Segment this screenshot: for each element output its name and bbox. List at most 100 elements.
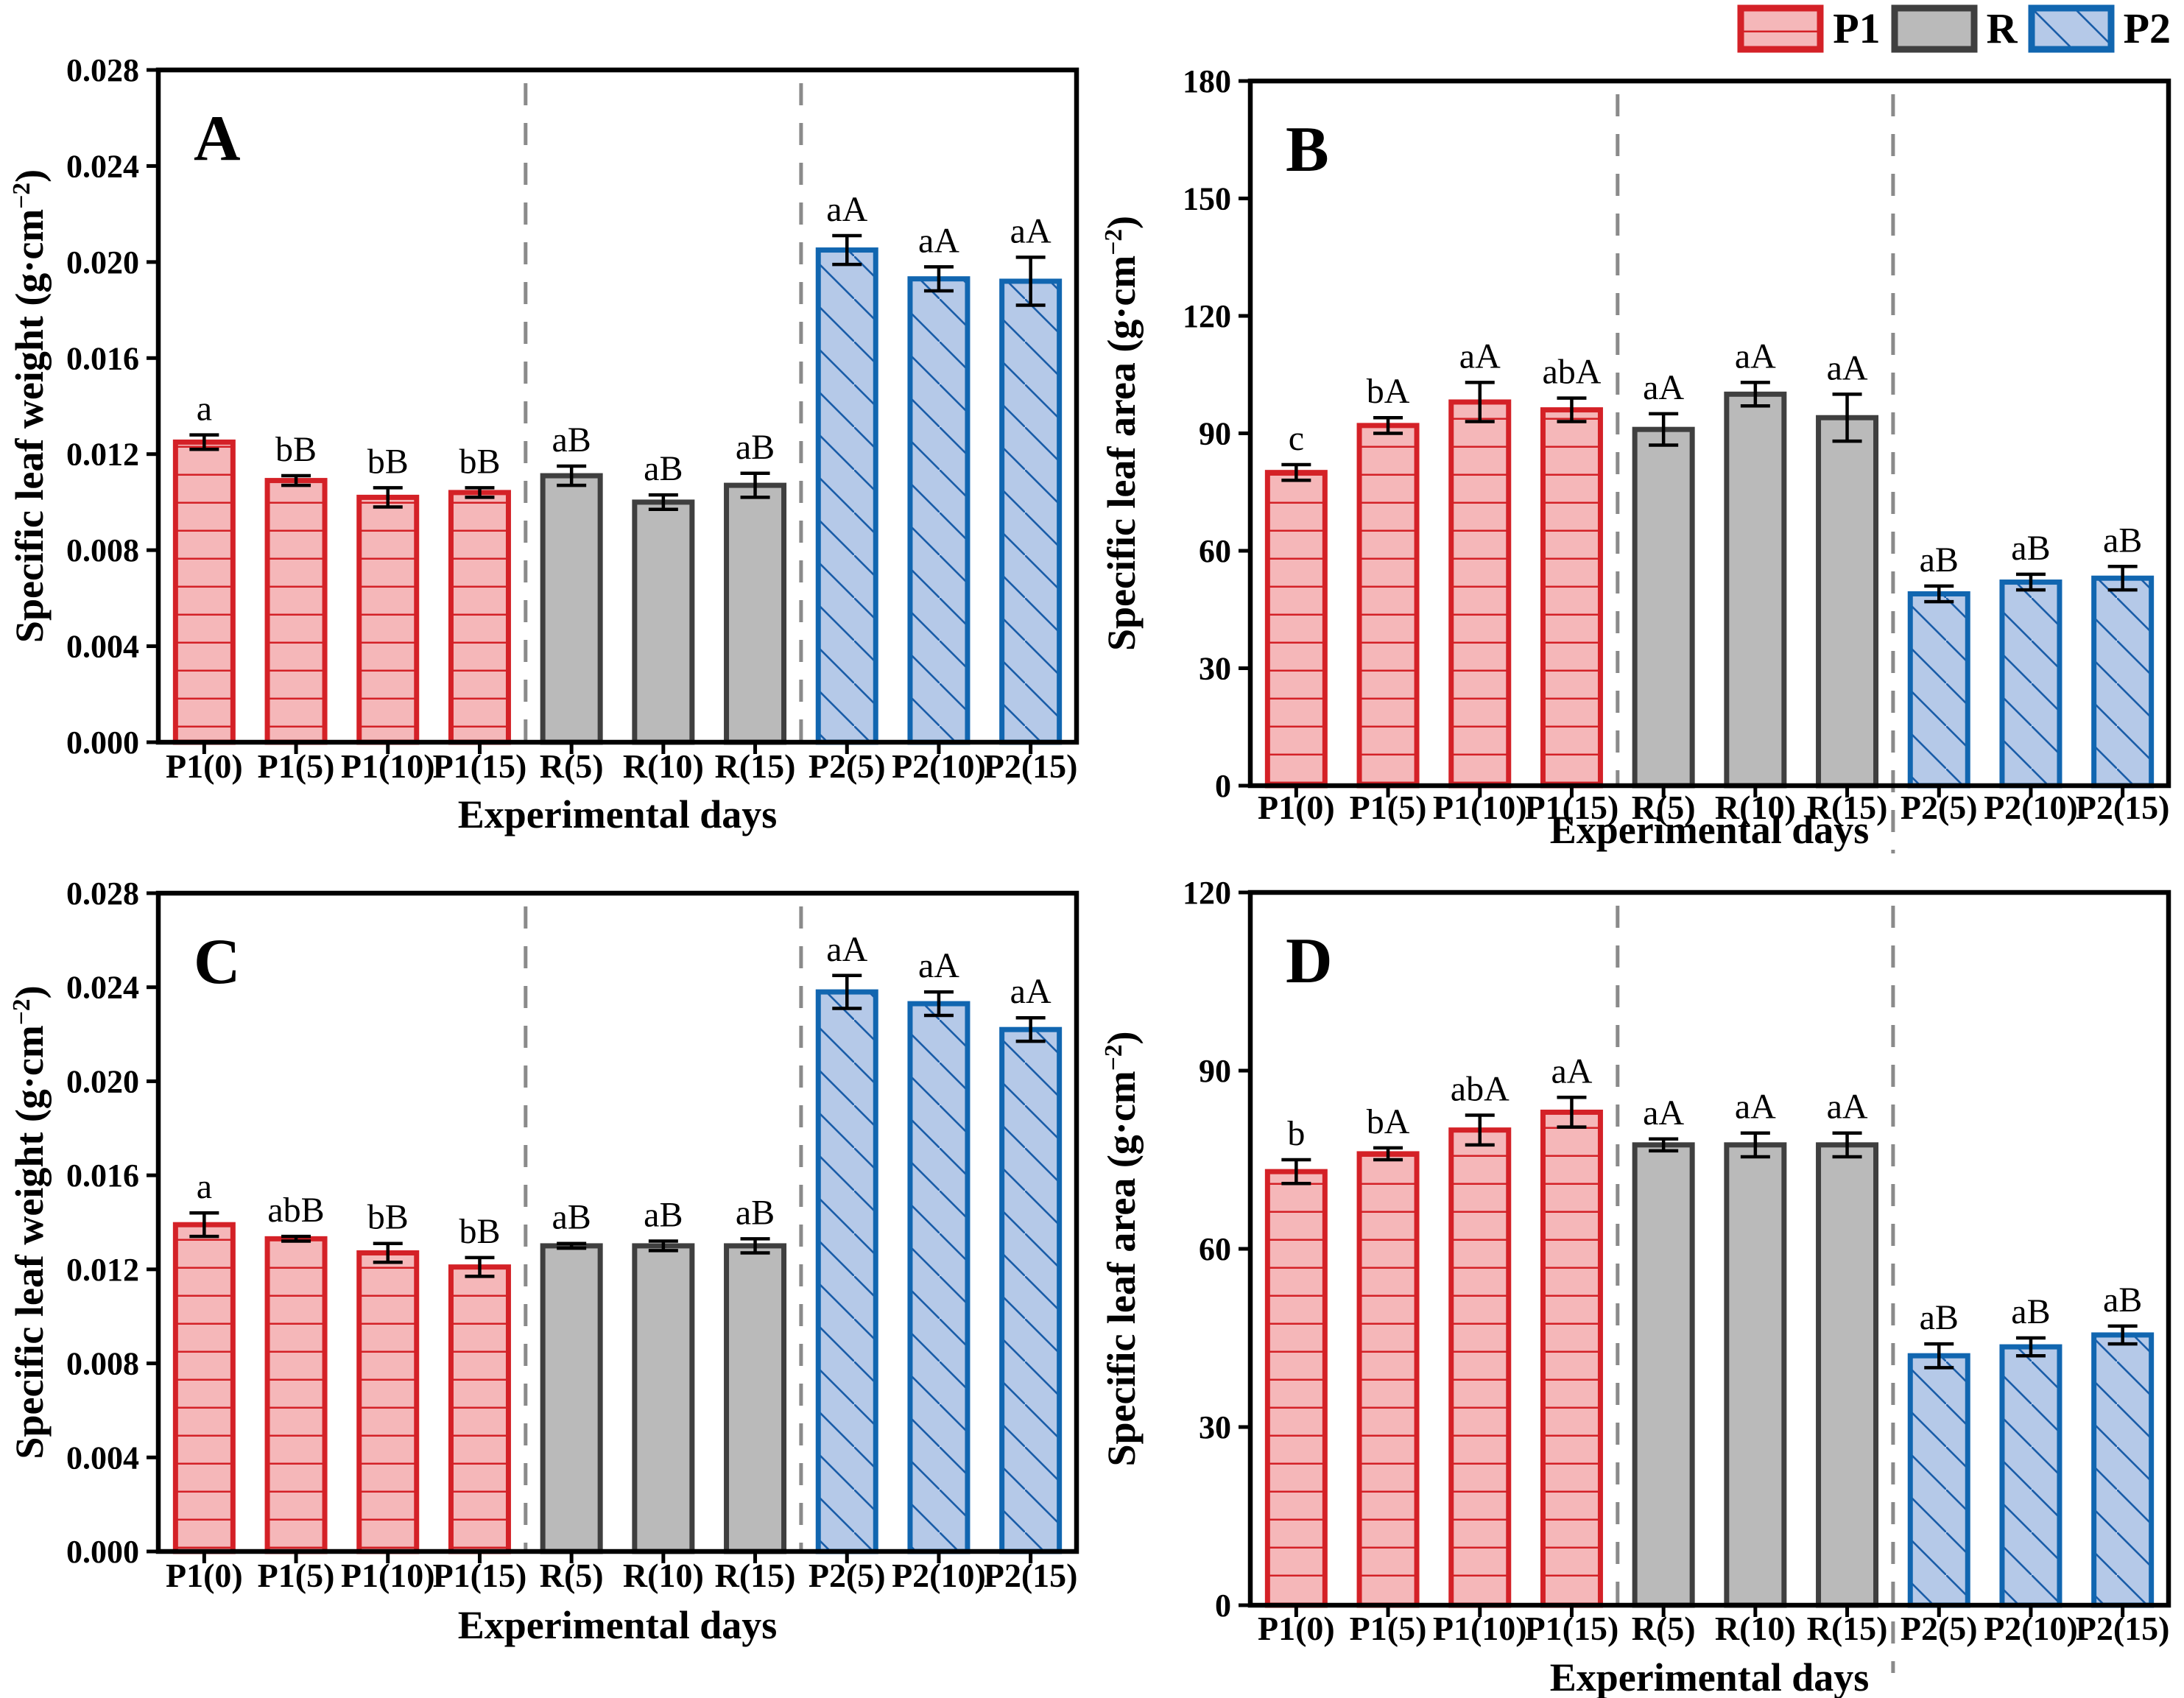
error-bar: [740, 1237, 770, 1255]
plot-border: [155, 67, 1079, 745]
legend-item-p2: P2: [2028, 4, 2171, 53]
panel-b-svg: cP1(0)bAP1(5)aAP1(10)abAP1(15)aAR(5)aAR(…: [1099, 63, 2171, 853]
legend: P1 R P2: [1737, 4, 2171, 53]
error-bar: [465, 1255, 495, 1278]
significance-label: aB: [1920, 540, 1959, 579]
bar-R(15): [726, 1245, 784, 1551]
panel-a-svg: aP1(0)bBP1(5)bBP1(10)bBP1(15)aBR(5)aBR(1…: [7, 52, 1079, 836]
error-bar: [373, 1241, 403, 1264]
significance-label: aA: [1010, 972, 1052, 1011]
y-tick-label: 0.020: [66, 1063, 139, 1099]
legend-item-r: R: [1891, 4, 2018, 53]
bar-R(5): [1635, 429, 1693, 786]
significance-label: a: [197, 1167, 212, 1206]
significance-label: aA: [826, 190, 867, 229]
significance-label: aA: [918, 946, 959, 985]
panel-letter: B: [1286, 114, 1329, 186]
bar-R(15): [726, 485, 784, 742]
error-bar: [1740, 381, 1770, 408]
significance-label: bB: [459, 442, 500, 481]
significance-label: aB: [736, 428, 775, 467]
error-bar: [281, 473, 311, 487]
significance-label: aA: [1735, 337, 1776, 376]
legend-item-p1: P1: [1737, 4, 1881, 53]
y-tick-label: 0.012: [66, 437, 139, 473]
legend-swatch-p1-icon: [1737, 4, 1824, 53]
error-bar: [2015, 1336, 2046, 1358]
significance-label: a: [197, 390, 212, 429]
error-bar: [1740, 1131, 1770, 1159]
legend-label: R: [1986, 4, 2018, 52]
significance-label: aA: [1010, 211, 1052, 250]
significance-label: aA: [1827, 1088, 1868, 1127]
bar-R(10): [634, 501, 692, 742]
significance-label: bB: [275, 430, 317, 469]
y-tick-label: 90: [1199, 1053, 1231, 1089]
panel-a-specific-leaf-weight: a P1(0) bB P1(5) bB P1(10) bB P1(15) aB R(5) aB R(1…: [0, 0, 1092, 849]
y-axis-title: Specific leaf weight (g·cm−2): [7, 985, 52, 1459]
legend-swatch-r-icon: [1891, 4, 1978, 53]
significance-label: aB: [552, 1198, 591, 1237]
significance-label: aB: [2011, 529, 2050, 568]
error-bar: [832, 233, 862, 267]
error-bar: [648, 493, 678, 511]
y-tick-label: 30: [1199, 651, 1231, 687]
bar-R(10): [1726, 394, 1784, 786]
error-bar: [373, 486, 403, 509]
y-tick-label: 120: [1183, 875, 1231, 911]
y-tick-label: 0.028: [66, 52, 139, 88]
y-tick-label: 0.024: [66, 148, 139, 184]
error-bar: [1015, 1015, 1046, 1043]
significance-label: aA: [1459, 337, 1501, 376]
panel-b-specific-leaf-area: c P1(0) bA P1(5) aA P1(10) abA P1(15) aA R(5) aA R(…: [1092, 0, 2184, 853]
error-bar: [1557, 396, 1587, 423]
error-bar: [1832, 392, 1862, 443]
error-bar: [1832, 1131, 1862, 1159]
significance-label: aA: [1551, 1051, 1592, 1091]
y-tick-label: 0: [1215, 768, 1231, 804]
y-tick-label: 0.004: [66, 1440, 139, 1476]
error-bar: [189, 433, 219, 451]
significance-label: aB: [2011, 1292, 2050, 1331]
x-axis-title: Experimental days: [458, 792, 778, 836]
significance-label: bB: [459, 1212, 500, 1251]
error-bar: [1465, 1113, 1495, 1147]
significance-label: bB: [367, 442, 409, 481]
panel-d-specific-leaf-area: b P1(0) bA P1(5) abA P1(10) aA P1(15) aA R(5) aA R(…: [1092, 849, 2184, 1698]
panel-letter: A: [194, 103, 241, 175]
significance-label: aB: [2103, 1280, 2142, 1320]
y-tick-label: 0.024: [66, 970, 139, 1006]
y-tick-label: 0: [1215, 1588, 1231, 1624]
y-tick-label: 0.000: [66, 1534, 139, 1570]
y-tick-label: 150: [1183, 181, 1231, 217]
y-tick-label: 90: [1199, 416, 1231, 452]
y-tick-label: 30: [1199, 1409, 1231, 1445]
y-tick-label: 0.000: [66, 725, 139, 761]
significance-label: bA: [1367, 372, 1410, 411]
significance-label: abB: [267, 1191, 324, 1230]
error-bar: [2015, 572, 2046, 592]
significance-label: aA: [918, 221, 959, 260]
significance-label: aB: [644, 449, 683, 488]
error-bar: [465, 486, 495, 499]
bar-R(5): [543, 1245, 601, 1551]
significance-label: abA: [1451, 1070, 1510, 1109]
error-bar: [923, 990, 954, 1018]
error-bar: [2107, 565, 2138, 592]
error-bar: [1465, 381, 1495, 423]
significance-label: aB: [1920, 1298, 1959, 1337]
error-bar: [557, 1241, 587, 1250]
error-bar: [1924, 1342, 1954, 1370]
significance-label: bB: [367, 1198, 409, 1237]
significance-label: aB: [644, 1196, 683, 1235]
significance-label: abA: [1542, 353, 1601, 392]
significance-label: b: [1287, 1114, 1305, 1153]
significance-label: aA: [1735, 1088, 1776, 1127]
error-bar: [1557, 1096, 1587, 1129]
error-bar: [281, 1234, 311, 1243]
legend-swatch-p2-icon: [2028, 4, 2115, 53]
y-tick-label: 60: [1199, 533, 1231, 569]
error-bar: [832, 973, 862, 1010]
significance-label: aB: [736, 1193, 775, 1232]
